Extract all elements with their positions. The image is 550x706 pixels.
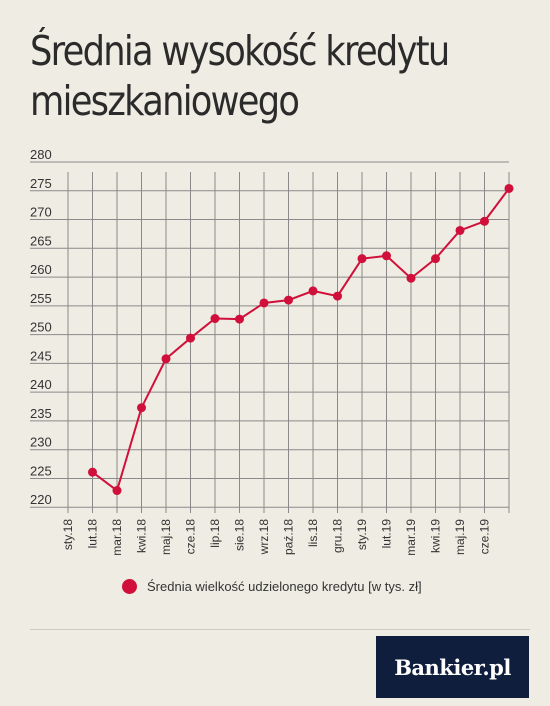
x-tick-label: lip.18 <box>208 519 222 548</box>
x-tick-label: sty.18 <box>61 519 75 550</box>
y-tick-label: 250 <box>30 320 52 335</box>
data-point <box>504 183 514 193</box>
legend-label: Średnia wielkość udzielonego kredytu [w … <box>147 579 422 594</box>
data-point <box>259 298 269 308</box>
x-tick-label: sie.18 <box>233 519 247 551</box>
y-tick-label: 255 <box>30 291 52 306</box>
data-point <box>186 333 195 343</box>
data-point <box>137 403 146 413</box>
data-point <box>161 354 171 364</box>
data-point <box>210 314 220 324</box>
x-tick-label: kwi.18 <box>135 519 149 553</box>
data-point <box>308 286 318 296</box>
chart-legend: Średnia wielkość udzielonego kredytu [w … <box>122 579 422 594</box>
bankier-logo: Bankier.pl <box>376 636 529 698</box>
data-point <box>431 254 440 264</box>
data-point <box>284 295 293 305</box>
x-tick-label: wrz.18 <box>257 519 271 556</box>
data-point <box>382 251 391 261</box>
data-point <box>455 225 465 235</box>
x-tick-label: lut.18 <box>86 519 100 549</box>
y-tick-label: 240 <box>30 377 52 392</box>
x-tick-label: maj.19 <box>453 519 467 555</box>
data-point <box>333 291 342 301</box>
x-tick-label: sty.19 <box>355 519 369 550</box>
chart-title: Średnia wysokość kredytu mieszkaniowego <box>30 27 450 125</box>
x-tick-label: gru.18 <box>331 519 345 553</box>
data-point <box>406 273 416 283</box>
series-layer <box>88 183 514 496</box>
x-tick-label: maj.18 <box>159 519 173 555</box>
y-tick-label: 220 <box>30 492 52 507</box>
divider <box>30 629 530 630</box>
y-tick-label: 265 <box>30 233 52 248</box>
x-axis-ticks: sty.18 lut.18 mar.18 kwi.18 maj.18 cze.18 lip.… <box>61 519 492 556</box>
y-tick-label: 270 <box>30 205 52 220</box>
x-tick-label: mar.18 <box>110 519 124 556</box>
x-tick-label: mar.19 <box>404 519 418 556</box>
y-tick-label: 275 <box>30 176 52 191</box>
data-point <box>112 486 122 496</box>
x-tick-label: cze.19 <box>478 519 492 555</box>
y-tick-label: 230 <box>30 435 52 450</box>
data-point <box>480 216 489 226</box>
logo-text: Bankier.pl <box>394 654 511 680</box>
data-point <box>88 467 97 477</box>
legend-marker <box>122 579 137 594</box>
x-tick-label: paź.18 <box>282 519 296 555</box>
x-tick-label: cze.18 <box>184 519 198 555</box>
data-point <box>235 314 244 324</box>
line-chart: 220225230235240245250255260265270275280 … <box>30 147 514 556</box>
y-tick-label: 245 <box>30 348 52 363</box>
y-axis-ticks: 220 225 230 235 240 245 250 255 260 265 270 275 280 <box>30 147 52 507</box>
y-tick-label: 225 <box>30 463 52 478</box>
y-tick-label: 280 <box>30 147 52 162</box>
chart-grid <box>30 161 510 513</box>
series-line <box>91 187 510 493</box>
x-tick-label: kwi.19 <box>429 519 443 553</box>
data-point <box>357 254 367 264</box>
x-tick-label: lis.18 <box>306 519 320 547</box>
y-tick-label: 260 <box>30 262 52 277</box>
y-tick-label: 235 <box>30 406 52 421</box>
x-tick-label: lut.19 <box>380 519 394 549</box>
